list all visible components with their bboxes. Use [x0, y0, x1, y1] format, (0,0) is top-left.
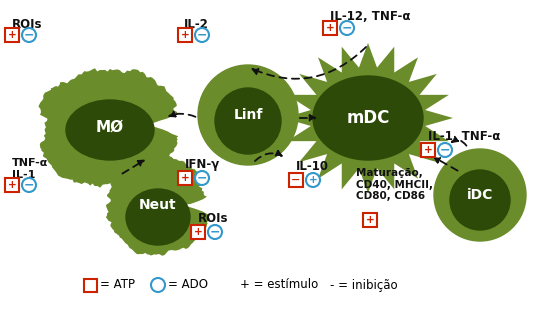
Ellipse shape: [450, 170, 510, 230]
Text: Linf: Linf: [233, 108, 263, 122]
Text: +: +: [194, 227, 202, 237]
Circle shape: [438, 143, 452, 157]
Text: −: −: [24, 29, 34, 42]
Text: −: −: [440, 144, 450, 157]
Text: ROIs: ROIs: [198, 212, 228, 225]
Ellipse shape: [434, 149, 526, 241]
Text: +: +: [181, 173, 189, 183]
FancyBboxPatch shape: [363, 213, 377, 227]
Text: IFN-γ: IFN-γ: [185, 158, 220, 171]
FancyBboxPatch shape: [421, 143, 435, 157]
Text: +: +: [8, 30, 16, 40]
Ellipse shape: [313, 76, 423, 160]
Text: −: −: [342, 21, 352, 34]
Ellipse shape: [66, 100, 154, 160]
Polygon shape: [283, 43, 453, 193]
FancyBboxPatch shape: [289, 173, 303, 187]
Ellipse shape: [198, 65, 298, 165]
Text: −: −: [24, 178, 34, 191]
Text: +: +: [181, 30, 189, 40]
FancyBboxPatch shape: [178, 28, 192, 42]
Polygon shape: [106, 154, 210, 255]
FancyBboxPatch shape: [323, 21, 337, 35]
Text: mDC: mDC: [346, 109, 390, 127]
Text: +: +: [366, 215, 374, 225]
Ellipse shape: [215, 88, 281, 154]
Circle shape: [195, 28, 209, 42]
Text: iDC: iDC: [467, 188, 493, 202]
Text: IL-10: IL-10: [296, 160, 329, 173]
Text: - = inibição: - = inibição: [330, 279, 398, 292]
Text: = ADO: = ADO: [168, 279, 208, 292]
Text: −: −: [197, 172, 207, 185]
Text: IL-12, TNF-α: IL-12, TNF-α: [330, 10, 411, 23]
Circle shape: [195, 171, 209, 185]
FancyBboxPatch shape: [5, 28, 19, 42]
Circle shape: [340, 21, 354, 35]
Text: +: +: [308, 175, 318, 185]
Text: IL-2: IL-2: [184, 18, 209, 31]
Text: = ATP: = ATP: [100, 279, 135, 292]
Text: MØ: MØ: [96, 120, 124, 135]
FancyBboxPatch shape: [83, 279, 96, 292]
Text: + = estímulo: + = estímulo: [240, 279, 318, 292]
Circle shape: [151, 278, 165, 292]
FancyBboxPatch shape: [5, 178, 19, 192]
Text: +: +: [424, 145, 432, 155]
Text: −: −: [210, 226, 220, 239]
Circle shape: [22, 28, 36, 42]
Text: Maturação,
CD40, MHCII,
CD80, CD86: Maturação, CD40, MHCII, CD80, CD86: [356, 168, 433, 201]
Text: −: −: [291, 175, 301, 185]
Text: Neut: Neut: [139, 198, 177, 212]
Text: −: −: [197, 29, 207, 42]
Circle shape: [208, 225, 222, 239]
Text: TNF-α
IL-1: TNF-α IL-1: [12, 158, 48, 180]
Text: +: +: [8, 180, 16, 190]
Text: IL-1, TNF-α: IL-1, TNF-α: [428, 130, 500, 143]
Text: ROIs: ROIs: [12, 18, 43, 31]
FancyBboxPatch shape: [178, 171, 192, 185]
FancyBboxPatch shape: [191, 225, 205, 239]
Ellipse shape: [126, 189, 190, 245]
Circle shape: [306, 173, 320, 187]
Polygon shape: [38, 68, 179, 188]
Circle shape: [22, 178, 36, 192]
Text: +: +: [326, 23, 334, 33]
